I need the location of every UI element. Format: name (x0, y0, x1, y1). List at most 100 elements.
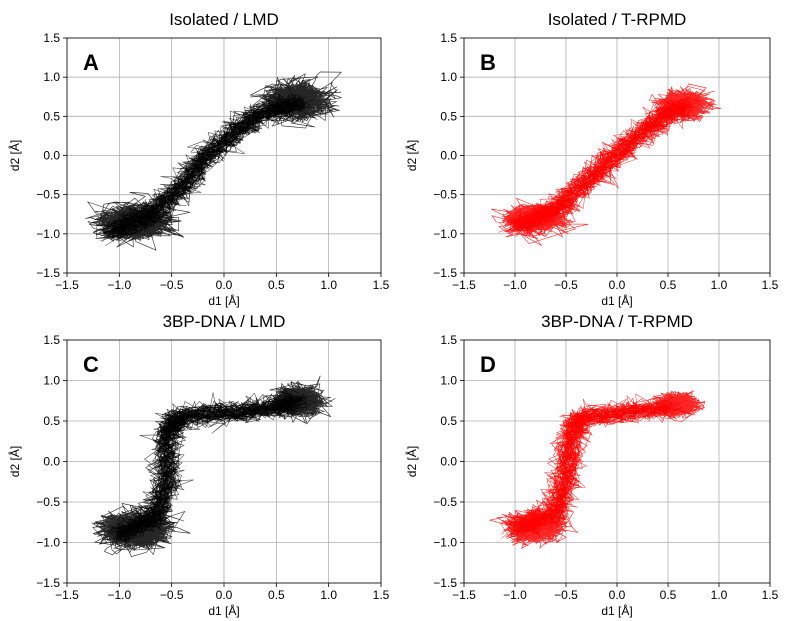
y-tick-label: 1.5 (43, 31, 60, 45)
x-tick-label: −0.5 (160, 278, 184, 292)
x-tick-label: −0.5 (554, 588, 578, 602)
x-tick-label: 1.0 (320, 278, 337, 292)
panel-a: −1.5 −1.0 −0.5 0.0 0.5 1.0 1.5 −1.5 −1.0 −0.5 0.0 0… (7, 10, 390, 308)
x-tick-label: 0.5 (660, 278, 677, 292)
y-tick-label: 1.0 (440, 374, 457, 388)
y-axis-label: d2 [Å] (7, 140, 22, 171)
y-axis-label: d2 [Å] (7, 446, 22, 477)
y-tick-label: 0.5 (43, 109, 60, 123)
trajectory-path (93, 93, 293, 233)
panel-letter-backdrop (80, 350, 106, 378)
x-tick-label: −1.0 (107, 278, 131, 292)
trajectory-path (121, 389, 297, 537)
x-axis-label: d1 [Å] (208, 603, 239, 618)
y-tick-label: 1.5 (440, 333, 457, 347)
y-tick-label: 0.5 (440, 109, 457, 123)
x-tick-label: 0.0 (216, 588, 233, 602)
y-tick-label: 1.5 (440, 31, 457, 45)
panel-b: −1.5 −1.0 −0.5 0.0 0.5 1.0 1.5 −1.5 −1.0 −0.5 0.0 0… (404, 10, 779, 308)
x-tick-label: 0.0 (216, 278, 233, 292)
panel-letter: C (83, 352, 99, 377)
y-tick-label: 1.0 (440, 70, 457, 84)
x-tick-label: −0.5 (554, 278, 578, 292)
x-tick-label: −1.0 (503, 278, 527, 292)
y-tick-label: 0.0 (440, 149, 457, 163)
trajectory-path (506, 105, 686, 225)
trajectory-path (119, 398, 302, 536)
x-tick-label: 1.0 (711, 278, 728, 292)
trajectory-path (514, 398, 682, 529)
trajectory-path (517, 106, 682, 229)
x-axis-label: d1 [Å] (601, 603, 632, 618)
x-tick-label: 0.5 (268, 278, 285, 292)
y-tick-label: −1.0 (433, 536, 457, 550)
panel-letter: B (480, 50, 496, 75)
y-tick-label: 0.0 (440, 455, 457, 469)
trajectory-cluster (248, 71, 343, 129)
y-tick-label: −1.0 (36, 536, 60, 550)
x-axis-label: d1 [Å] (601, 293, 632, 308)
panel-title: Isolated / T-RPMD (548, 10, 687, 29)
y-tick-label: −1.0 (36, 227, 60, 241)
trajectory-path (517, 402, 664, 536)
panel-letter-backdrop (477, 350, 503, 378)
trajectory-path (121, 403, 292, 542)
x-tick-label: 1.5 (373, 278, 390, 292)
y-axis-label: d2 [Å] (404, 140, 419, 171)
y-tick-label: −1.5 (36, 266, 60, 280)
x-tick-label: −1.5 (55, 278, 79, 292)
y-tick-label: 0.0 (43, 455, 60, 469)
trajectory-group (91, 375, 336, 557)
x-tick-label: 1.5 (373, 588, 390, 602)
x-tick-label: 0.0 (609, 588, 626, 602)
trajectory-path (110, 102, 310, 230)
trajectory-path (507, 99, 694, 230)
panel-d: −1.5 −1.0 −0.5 0.0 0.5 1.0 1.5 −1.5 −1.0 −0.5 0.0 0… (404, 312, 779, 618)
trajectory-group (85, 71, 343, 251)
panel-letter: A (83, 50, 99, 75)
y-tick-label: −1.5 (433, 266, 457, 280)
y-tick-label: 0.0 (43, 149, 60, 163)
trajectory-path (111, 95, 299, 235)
trajectory-group (489, 390, 706, 550)
x-tick-label: 1.0 (320, 588, 337, 602)
x-tick-label: 1.5 (762, 278, 779, 292)
x-tick-label: −1.5 (452, 278, 476, 292)
y-tick-label: −0.5 (36, 495, 60, 509)
y-tick-label: −1.5 (433, 576, 457, 590)
panel-letter-backdrop (80, 48, 106, 76)
trajectory-path (516, 404, 683, 529)
trajectory-path (93, 101, 299, 232)
y-tick-label: 1.0 (43, 374, 60, 388)
trajectory-group (491, 83, 722, 246)
panel-letter: D (480, 352, 496, 377)
y-tick-label: 1.5 (43, 333, 60, 347)
y-axis-label: d2 [Å] (404, 446, 419, 477)
y-tick-label: −0.5 (36, 188, 60, 202)
trajectory-path (512, 100, 687, 227)
x-tick-label: −1.5 (452, 588, 476, 602)
trajectory-path (115, 399, 294, 543)
x-tick-label: 1.0 (711, 588, 728, 602)
trajectory-path (103, 95, 295, 241)
panel-title: 3BP-DNA / LMD (163, 312, 286, 331)
y-tick-label: 0.5 (440, 414, 457, 428)
panel-title: 3BP-DNA / T-RPMD (541, 312, 693, 331)
trajectory-path (119, 392, 286, 542)
x-tick-label: 0.5 (268, 588, 285, 602)
x-tick-label: 0.0 (609, 278, 626, 292)
trajectory-path (116, 396, 303, 535)
panel-title: Isolated / LMD (169, 10, 279, 29)
y-tick-label: 0.5 (43, 414, 60, 428)
x-tick-label: 0.5 (660, 588, 677, 602)
trajectory-path (507, 403, 664, 535)
x-tick-label: −1.0 (107, 588, 131, 602)
y-tick-label: −1.0 (433, 227, 457, 241)
x-tick-label: −0.5 (160, 588, 184, 602)
trajectory-path (515, 98, 685, 237)
trajectory-path (508, 397, 668, 530)
x-tick-label: −1.5 (55, 588, 79, 602)
x-tick-label: 1.5 (762, 588, 779, 602)
y-tick-label: −1.5 (36, 576, 60, 590)
